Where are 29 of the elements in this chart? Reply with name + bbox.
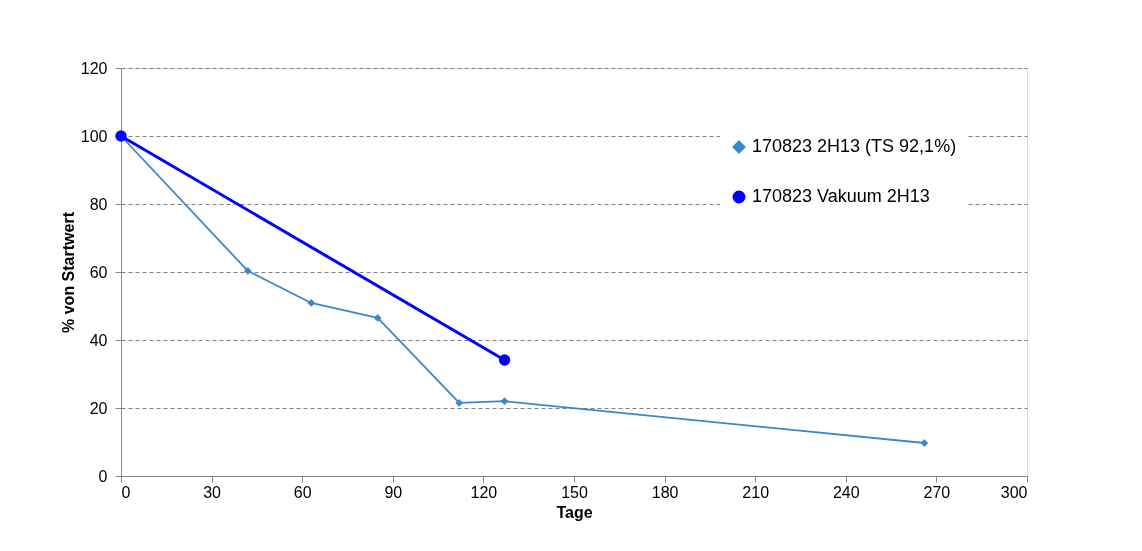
x-tick-label: 300 — [1000, 483, 1028, 501]
x-tick-label: 180 — [651, 483, 679, 501]
x-tick-label: 90 — [384, 483, 403, 501]
y-axis-title: % von Startwert — [59, 211, 77, 333]
legend-label: 170823 Vakuum 2H13 — [752, 186, 930, 206]
x-tick-label: 240 — [832, 483, 860, 501]
y-tick-label: 20 — [89, 399, 108, 417]
point — [455, 399, 464, 407]
x-tick-label: 0 — [121, 483, 131, 501]
x-tick-label: 120 — [470, 483, 498, 501]
x-tick-label: 150 — [561, 483, 588, 501]
point — [307, 299, 316, 307]
x-axis-title: Tage — [556, 503, 593, 521]
point — [373, 314, 382, 322]
point — [498, 354, 511, 366]
y-tick-label: 120 — [80, 59, 108, 77]
y-tick-label: 0 — [98, 467, 108, 485]
x-tick-label: 210 — [742, 483, 770, 501]
legend-label: 170823 2H13 (TS 92,1%) — [752, 136, 957, 156]
y-tick-label: 60 — [89, 263, 108, 281]
point — [243, 267, 252, 275]
x-tick-label: 60 — [293, 483, 312, 501]
point — [500, 397, 509, 406]
y-tick-label: 100 — [80, 127, 108, 145]
y-tick-label: 40 — [89, 331, 108, 349]
y-tick-label: 80 — [89, 195, 108, 213]
x-tick-label: 270 — [923, 483, 951, 501]
x-tick-label: 30 — [203, 483, 222, 501]
point — [920, 439, 929, 447]
